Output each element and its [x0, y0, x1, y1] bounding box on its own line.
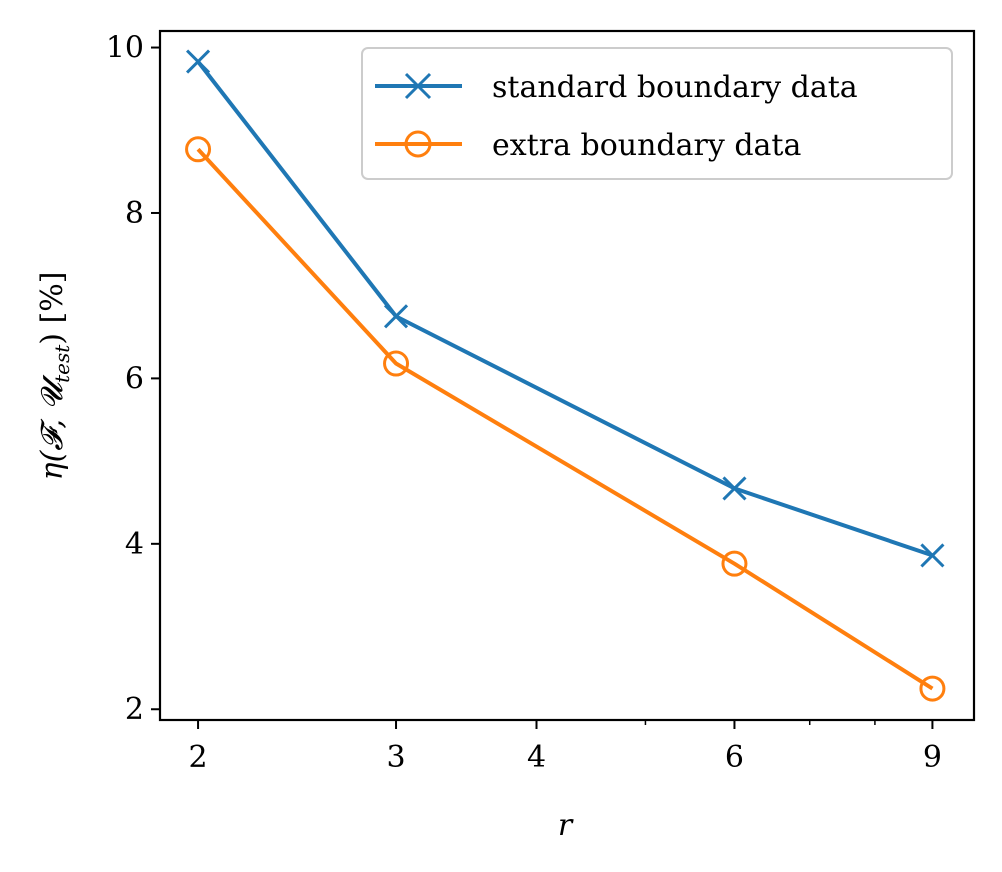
y-tick-label-6: 6: [125, 361, 144, 396]
y-axis-label: η(𝓕, 𝓤test) [%]: [35, 272, 74, 481]
x-tick-label-4: 4: [527, 740, 546, 775]
x-marker-stroke: [920, 543, 945, 568]
legend-marker-extra: [404, 130, 432, 158]
x-tick-label-3: 3: [386, 740, 405, 775]
legend-label-standard: standard boundary data: [492, 70, 858, 105]
series-line-0: [196, 60, 934, 558]
y-tick-label-8: 8: [125, 196, 144, 231]
legend-marker-standard: [404, 72, 432, 100]
data-point-x-marker: [186, 49, 211, 74]
x-axis-label: r: [558, 808, 574, 843]
y-axis-label-sub: test: [50, 344, 74, 383]
y-tick-label-4: 4: [125, 527, 144, 562]
y-axis-label-tail: ) [%]: [35, 272, 70, 345]
y-axis-label-main: η(𝓕, 𝓤: [35, 374, 70, 481]
legend-box: [361, 47, 953, 180]
y-tick-label-2: 2: [125, 692, 144, 727]
x-marker-stroke: [383, 304, 409, 329]
data-point-x-marker: [722, 476, 747, 501]
x-tick-label-6: 6: [725, 740, 744, 775]
legend-label-extra: extra boundary data: [492, 128, 801, 163]
data-point-circle-marker: [919, 675, 946, 702]
x-tick-label-9: 9: [923, 740, 942, 775]
data-point-x-marker: [920, 543, 945, 568]
series-line-1: [196, 147, 934, 691]
x-marker-stroke: [186, 49, 211, 74]
data-point-x-marker: [383, 304, 409, 329]
y-tick-label-10: 10: [106, 31, 144, 66]
plot-frame: [158, 29, 976, 722]
data-point-circle-marker: [383, 350, 410, 377]
data-point-circle-marker: [185, 136, 212, 163]
data-point-circle-marker: [721, 550, 748, 577]
x-tick-label-2: 2: [189, 740, 208, 775]
legend: standard boundary data extra boundary da…: [361, 47, 953, 180]
x-marker-stroke: [722, 476, 747, 501]
